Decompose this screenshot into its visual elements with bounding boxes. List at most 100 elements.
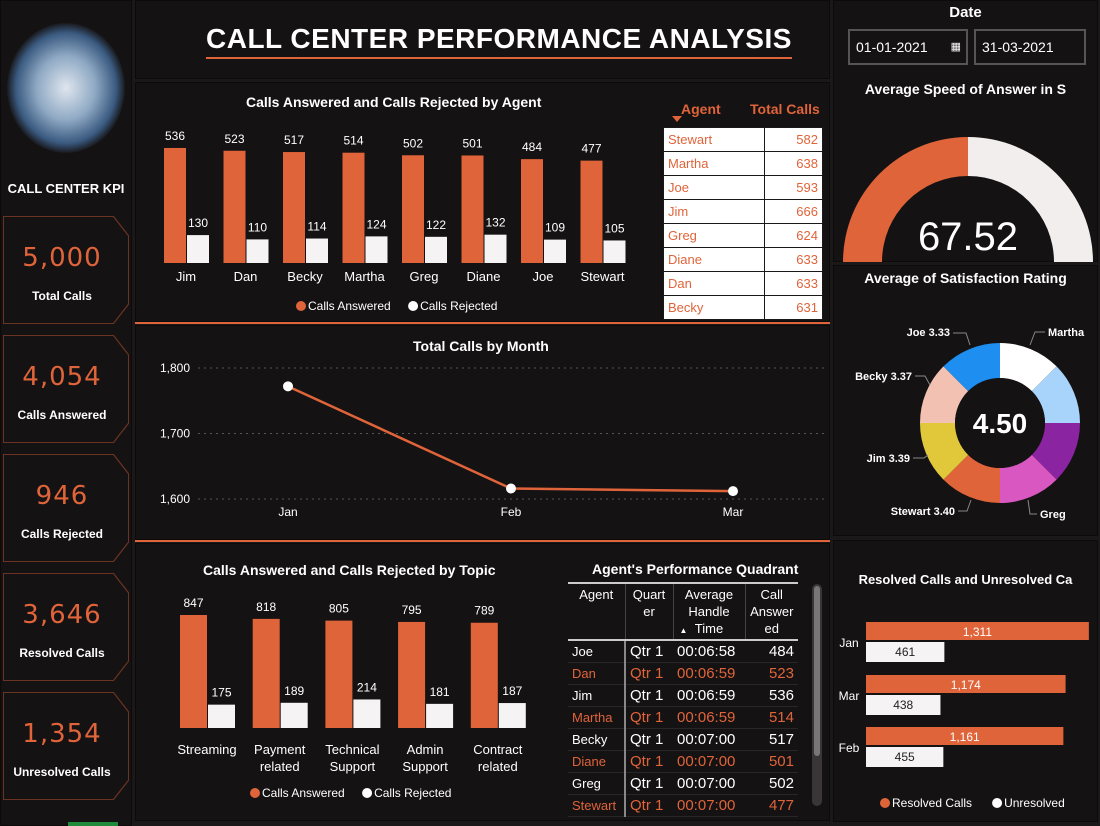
- quarter: Qtr 1: [625, 684, 673, 707]
- category-label: Martha: [344, 269, 385, 284]
- leader-line: [915, 375, 931, 386]
- category-label: Stewart: [580, 269, 624, 284]
- table-row[interactable]: Dan Qtr 1 00:06:59 523: [568, 662, 798, 685]
- handle-time: 00:07:00: [673, 750, 745, 773]
- category-label: Technical: [325, 742, 379, 757]
- data-point: [283, 381, 293, 392]
- sort-asc-icon: ▲: [679, 626, 688, 635]
- table-row[interactable]: Joe Qtr 1 00:06:58 484: [568, 640, 798, 663]
- quarter: Qtr 1: [625, 750, 673, 773]
- unresolved-bar: [866, 747, 944, 767]
- table-row[interactable]: Becky Qtr 1 00:07:00 517: [568, 728, 798, 751]
- scrollbar-thumb[interactable]: [814, 586, 820, 756]
- series-line: [287, 385, 734, 493]
- leader-line: [1027, 499, 1037, 515]
- calls-answered: 523: [745, 662, 798, 685]
- answered-bar: [342, 152, 365, 263]
- legend-marker: [992, 798, 1003, 808]
- table-row[interactable]: Greg Qtr 1 00:07:00 502: [568, 772, 798, 795]
- kpi-value: 4,054: [22, 362, 102, 392]
- table-row[interactable]: Becky 631: [663, 295, 824, 320]
- donut-center-value: 4.50: [973, 408, 1028, 439]
- table-row[interactable]: Diane 633: [663, 247, 824, 272]
- category-label: Jan: [839, 636, 858, 650]
- end-date-input[interactable]: 31-03-2021: [974, 29, 1086, 65]
- bar-value-label: 1,311: [963, 625, 992, 639]
- agent-column-header[interactable]: Agent: [681, 101, 721, 117]
- topic-chart-title: Calls Answered and Calls Rejected by Top…: [203, 562, 496, 578]
- table-row[interactable]: Stewart Qtr 1 00:07:00 477: [568, 794, 798, 817]
- donut-label: Martha: [1048, 327, 1085, 339]
- scrollbar[interactable]: [812, 584, 822, 806]
- resolved-bar: [866, 622, 1089, 640]
- col-aht-label: Average Handle Time: [684, 587, 734, 636]
- table-row[interactable]: Dan 633: [663, 271, 824, 296]
- start-date-input[interactable]: 01-01-2021 ▦: [848, 29, 968, 65]
- quarter: Qtr 1: [625, 640, 673, 663]
- category-label: Feb: [839, 741, 860, 755]
- col-agent[interactable]: Agent: [568, 583, 625, 641]
- donut-segment: [919, 423, 969, 480]
- team-photo: [7, 23, 125, 153]
- table-row[interactable]: Martha Qtr 1 00:06:59 514: [568, 706, 798, 729]
- col-answered[interactable]: Call Answer ed: [744, 583, 798, 641]
- kpi-card: 1,354 Unresolved Calls: [4, 693, 128, 799]
- agent-total: 624: [763, 223, 824, 248]
- handle-time: 00:07:00: [673, 728, 745, 751]
- agent-name: Greg: [663, 223, 765, 248]
- answered-bar: [164, 147, 186, 263]
- answered-bar: [470, 622, 498, 728]
- table-row[interactable]: Greg 624: [663, 223, 824, 248]
- donut-segment: [943, 454, 1000, 503]
- answered-bar: [461, 155, 484, 263]
- table-row[interactable]: Joe 593: [663, 175, 824, 200]
- topic-chart-panel: Calls Answered and Calls Rejected by Top…: [135, 543, 830, 821]
- table-row[interactable]: Martha 638: [663, 151, 824, 176]
- calendar-icon[interactable]: ▦: [950, 41, 961, 53]
- y-tick-label: 1,800: [160, 361, 190, 375]
- total-calls-column-header[interactable]: Total Calls: [750, 101, 820, 117]
- rejected-bar: [544, 239, 566, 263]
- divider: [135, 540, 830, 542]
- handle-time: 00:07:00: [673, 794, 745, 817]
- calls-answered: 514: [745, 706, 798, 729]
- table-row[interactable]: Jim Qtr 1 00:06:59 536: [568, 684, 798, 707]
- x-tick-label: Feb: [501, 505, 522, 519]
- resolved-chart-title: Resolved Calls and Unresolved Ca: [858, 572, 1073, 587]
- table-row[interactable]: Stewart 582: [663, 127, 824, 152]
- quadrant-table: Agent Quart er Average Handle Time ▲ Call…: [568, 582, 798, 817]
- kpi-label: Resolved Calls: [19, 646, 105, 660]
- unresolved-bar: [866, 695, 941, 715]
- category-label: Joe: [533, 269, 554, 284]
- agent-total: 638: [763, 151, 824, 176]
- kpi-label: Total Calls: [32, 289, 92, 303]
- bar-value-label: 181: [430, 685, 450, 699]
- legend-marker: [880, 798, 890, 808]
- agent-total: 666: [763, 199, 824, 224]
- handle-time: 00:06:59: [673, 684, 745, 707]
- rejected-bar: [365, 236, 388, 263]
- donut-label: Greg: [1040, 509, 1066, 521]
- kpi-card: 3,646 Resolved Calls: [4, 574, 128, 680]
- agent-name: Stewart: [568, 794, 626, 817]
- bar-value-label: 1,161: [950, 730, 980, 744]
- col-quarter[interactable]: Quart er: [624, 583, 673, 641]
- bar-value-label: 109: [545, 221, 565, 235]
- date-gauge-panel: Date 01-01-2021 ▦ 31-03-2021 Average Spee…: [833, 0, 1098, 262]
- month-chart-title: Total Calls by Month: [413, 338, 549, 354]
- legend-label: Calls Rejected: [374, 786, 451, 800]
- rejected-bar: [280, 702, 308, 728]
- legend-label: Calls Answered: [262, 786, 345, 800]
- rejected-bar: [498, 703, 526, 728]
- resolved-bar: [866, 675, 1066, 693]
- agent-name: Greg: [568, 772, 626, 795]
- date-label: Date: [949, 4, 982, 21]
- legend-marker: [408, 301, 419, 311]
- category-label: Greg: [410, 269, 439, 284]
- bar-value-label: 502: [403, 136, 423, 150]
- col-aht[interactable]: Average Handle Time ▲: [672, 583, 745, 641]
- table-row[interactable]: Diane Qtr 1 00:07:00 501: [568, 750, 798, 773]
- bar-value-label: 132: [485, 216, 505, 230]
- legend-label: Resolved Calls: [892, 796, 972, 810]
- donut-label: Stewart 3.40: [891, 506, 955, 518]
